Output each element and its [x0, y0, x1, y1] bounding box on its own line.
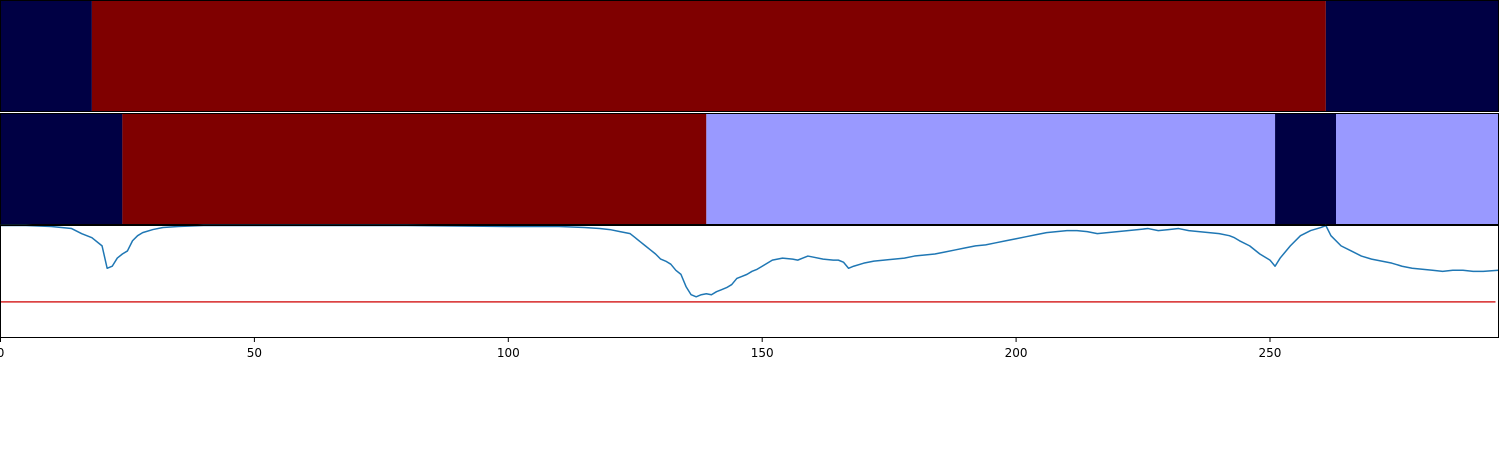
signal-track-frame: [0, 225, 1499, 338]
x-tick-label-250: 250: [1259, 346, 1282, 360]
x-axis: 0 50 100 150 200 250: [0, 338, 1281, 360]
signal-line-1: [0, 224, 1499, 298]
segment-track-2-segment-5: [1336, 113, 1499, 225]
segment-track-1-segment-1: [0, 0, 92, 112]
segment-track-1-frame: [0, 0, 1499, 112]
x-tick-label-50: 50: [247, 346, 262, 360]
segment-track-1: [0, 0, 1499, 112]
segment-track-2-segment-2: [122, 113, 707, 225]
segment-track-2-segment-4: [1275, 113, 1337, 225]
signal-track: [0, 224, 1499, 303]
segment-track-2-frame: [0, 113, 1499, 225]
segment-track-2: [0, 113, 1499, 225]
x-tick-label-0: 0: [0, 346, 4, 360]
segment-track-1-segment-3: [1325, 0, 1499, 112]
x-tick-label-100: 100: [497, 346, 520, 360]
segment-track-2-segment-3: [706, 113, 1276, 225]
segment-track-2-segment-1: [0, 113, 123, 225]
x-tick-label-150: 150: [751, 346, 774, 360]
x-tick-label-200: 200: [1005, 346, 1028, 360]
segment-track-1-segment-2: [91, 0, 1326, 112]
